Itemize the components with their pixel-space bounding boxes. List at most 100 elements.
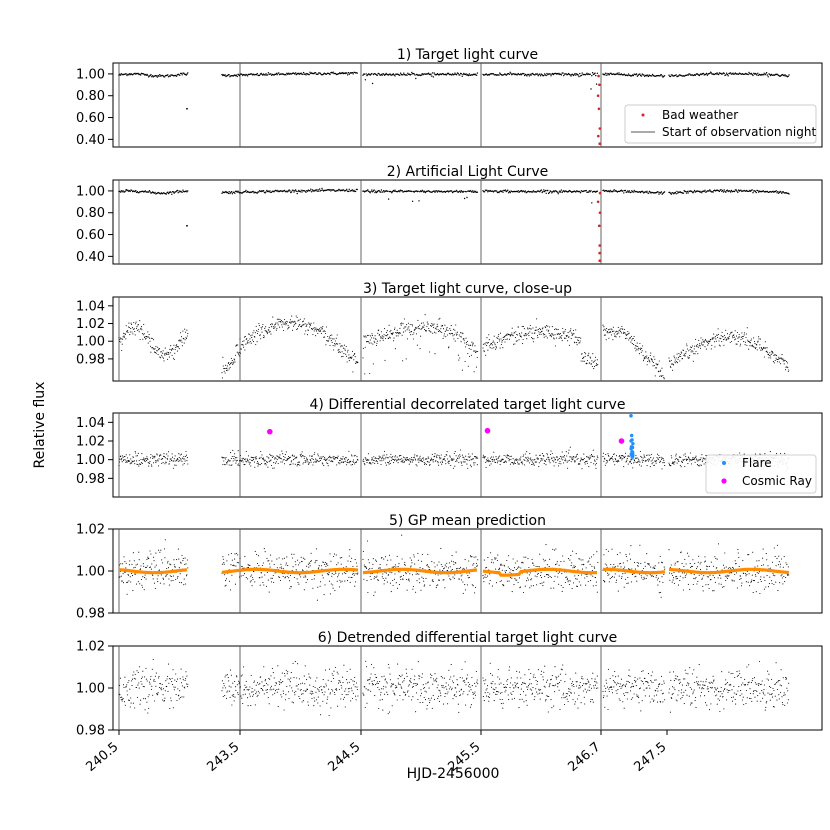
data-point (449, 328, 451, 330)
data-point (380, 463, 382, 466)
data-point (118, 461, 121, 463)
data-point (584, 463, 586, 465)
data-point (304, 558, 306, 560)
data-point (523, 74, 526, 77)
data-point (280, 321, 282, 323)
data-point (624, 452, 627, 454)
data-point (346, 72, 348, 75)
data-point (471, 190, 474, 192)
data-point (567, 340, 569, 342)
data-point (402, 331, 405, 333)
data-point (656, 367, 658, 369)
legend-box (624, 104, 817, 144)
data-point (608, 74, 611, 76)
data-point (184, 328, 186, 330)
data-point (697, 465, 699, 467)
data-point (495, 347, 498, 349)
data-point (296, 192, 298, 195)
data-point (299, 191, 302, 193)
data-point (320, 458, 322, 460)
data-point (580, 360, 582, 362)
data-point (460, 341, 462, 343)
data-point (153, 348, 155, 350)
data-point (135, 564, 137, 566)
data-point (465, 337, 467, 339)
data-point (553, 338, 555, 340)
data-point (255, 343, 257, 346)
data-point (246, 75, 249, 77)
data-point (310, 560, 312, 562)
data-point (643, 358, 645, 360)
data-point (751, 344, 753, 346)
data-point (150, 74, 152, 76)
data-point (318, 190, 320, 192)
data-point (440, 190, 443, 192)
data-point (578, 336, 580, 339)
data-point (411, 574, 414, 576)
data-point (565, 451, 567, 453)
data-point (226, 367, 228, 369)
data-point (173, 192, 175, 194)
data-point (506, 338, 508, 340)
data-point (775, 190, 777, 192)
data-point (249, 462, 251, 464)
data-point (251, 585, 253, 587)
data-point (396, 332, 398, 334)
data-point (120, 341, 122, 343)
data-point (253, 457, 255, 459)
data-point (610, 331, 612, 333)
data-point (405, 326, 407, 328)
data-point (775, 354, 777, 356)
data-point (652, 365, 654, 367)
data-point (303, 589, 305, 591)
data-point (563, 74, 565, 77)
data-point (584, 352, 586, 354)
data-point (686, 345, 688, 347)
data-point (290, 322, 292, 324)
data-point (680, 355, 682, 358)
data-point (334, 458, 336, 460)
data-point (371, 335, 373, 337)
data-point (499, 332, 502, 334)
data-point (507, 455, 509, 457)
data-point (469, 344, 472, 346)
data-point (169, 575, 171, 577)
data-point (152, 574, 154, 576)
data-point (742, 335, 744, 338)
data-point (777, 358, 779, 360)
data-point (647, 360, 649, 363)
data-point (756, 74, 758, 76)
data-point (187, 72, 189, 74)
data-point (258, 191, 260, 193)
data-point (400, 578, 402, 581)
data-point (229, 192, 231, 195)
data-point (709, 340, 711, 342)
data-point (414, 74, 416, 76)
data-point (184, 557, 186, 559)
data-point (144, 566, 147, 568)
data-point (596, 458, 598, 460)
data-point (411, 456, 413, 459)
data-point (519, 458, 521, 460)
data-point (347, 357, 349, 359)
data-point (460, 449, 462, 451)
data-point (282, 453, 284, 455)
data-point (531, 337, 533, 339)
data-point (455, 324, 457, 326)
data-point (230, 464, 232, 466)
data-point (570, 328, 572, 330)
data-point (768, 354, 770, 357)
data-point (464, 360, 466, 362)
data-point (510, 455, 512, 457)
data-point (415, 459, 417, 461)
data-point (453, 338, 455, 340)
data-point (526, 338, 528, 340)
data-point (686, 458, 689, 461)
data-point (394, 456, 396, 458)
data-point (616, 72, 619, 75)
data-point (613, 453, 615, 455)
data-point (186, 559, 188, 561)
data-point (419, 457, 421, 459)
data-point (376, 342, 378, 344)
data-point (178, 190, 180, 192)
